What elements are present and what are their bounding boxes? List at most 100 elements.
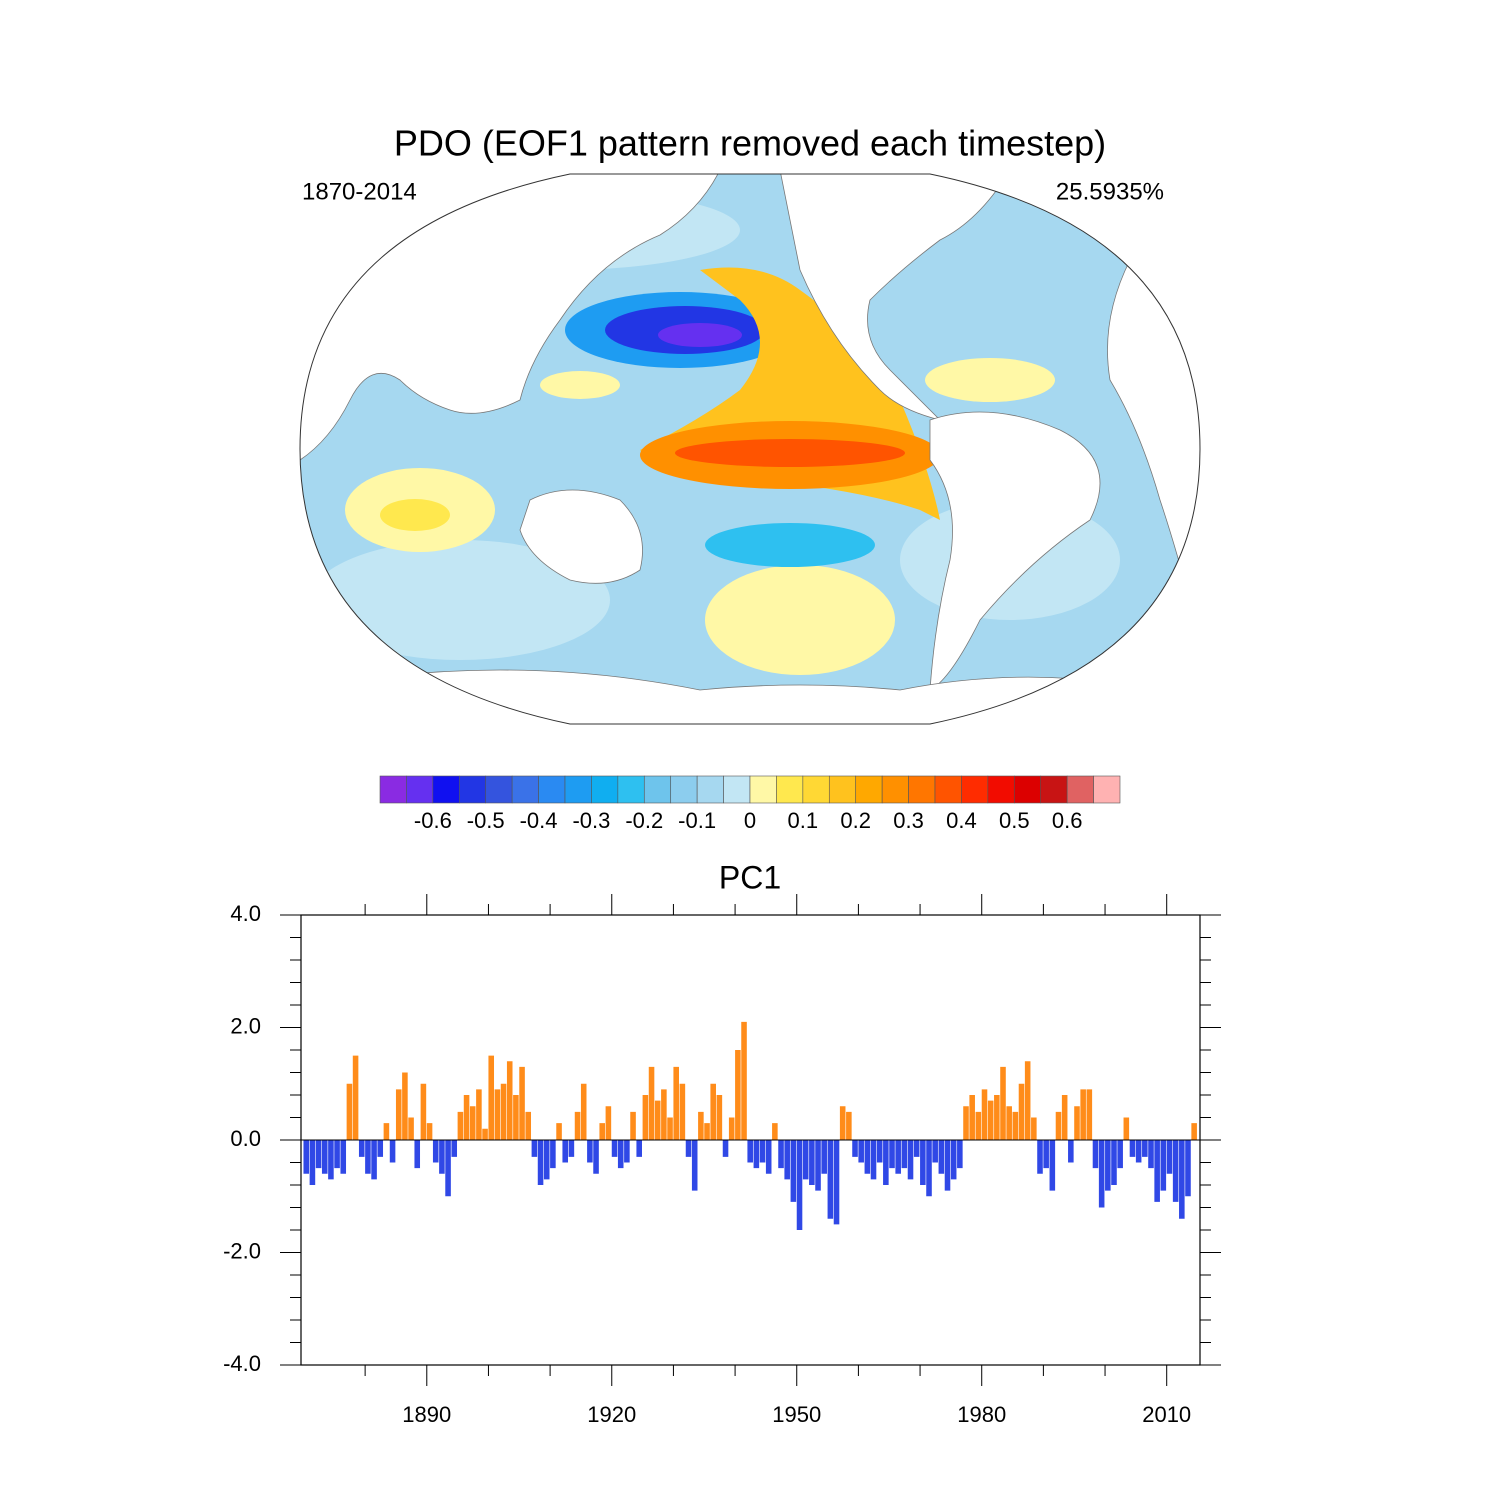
bar (728, 1117, 735, 1140)
colorbar-label: -0.2 (625, 808, 663, 833)
bar (383, 1123, 390, 1140)
colorbar-box (406, 775, 434, 804)
bar (358, 1140, 365, 1157)
bar (537, 1140, 544, 1185)
bar (1160, 1140, 1167, 1191)
bar (1117, 1140, 1123, 1169)
bar (1018, 1083, 1025, 1140)
bar (340, 1140, 347, 1174)
bar (611, 1140, 618, 1157)
bar (815, 1140, 821, 1191)
colorbar-box (538, 775, 566, 804)
map-outline (299, 173, 1201, 725)
colorbar-box (432, 775, 460, 804)
bar (994, 1095, 1000, 1140)
map-title: PDO (EOF1 pattern removed each timestep) (394, 123, 1106, 164)
bar (907, 1140, 914, 1180)
bar (513, 1095, 519, 1140)
bar (420, 1083, 427, 1140)
ocean-field (658, 323, 742, 347)
bar (716, 1095, 723, 1140)
colorbar-label: 0.3 (893, 808, 924, 833)
bar (1006, 1106, 1012, 1140)
bar (827, 1140, 834, 1219)
bar (654, 1100, 661, 1140)
bar (661, 1089, 667, 1140)
bar (1135, 1140, 1142, 1163)
bar (617, 1140, 624, 1169)
colorbar-label: 0 (744, 808, 756, 833)
bar (895, 1140, 901, 1174)
bar (1061, 1095, 1068, 1140)
colorbar-box (776, 775, 804, 804)
ocean-field (380, 499, 450, 531)
bar (790, 1140, 797, 1202)
bar (426, 1123, 433, 1140)
bar (920, 1140, 926, 1185)
bar (833, 1140, 840, 1225)
land (929, 411, 1101, 691)
colorbar-box (591, 775, 619, 804)
bar (439, 1140, 445, 1174)
bar (932, 1140, 938, 1163)
bar (494, 1089, 501, 1140)
bar (1068, 1140, 1074, 1163)
bar (741, 1021, 747, 1140)
bar (704, 1123, 710, 1140)
bar (772, 1123, 778, 1140)
x-tick-label: 1980 (957, 1402, 1006, 1427)
bar (488, 1055, 495, 1140)
colorbar-box (511, 775, 539, 804)
map (300, 174, 1200, 724)
colorbar-box (723, 775, 751, 804)
x-tick-label: 1920 (587, 1402, 636, 1427)
bar (852, 1140, 858, 1157)
bar-title: PC1 (719, 859, 781, 895)
colorbar-box (855, 775, 883, 804)
land (519, 489, 643, 584)
bar (870, 1140, 877, 1180)
colorbar-box (749, 775, 777, 804)
bar (753, 1140, 760, 1169)
bar (414, 1140, 421, 1169)
bar (315, 1140, 322, 1169)
y-tick-label: 2.0 (230, 1013, 261, 1038)
x-tick-label: 1890 (402, 1402, 451, 1427)
ocean-field (705, 523, 875, 567)
bar (593, 1140, 599, 1174)
bar (309, 1140, 316, 1185)
colorbar-box (1093, 775, 1121, 804)
bar (500, 1083, 507, 1140)
bar (451, 1140, 458, 1157)
bar (747, 1140, 753, 1163)
colorbar-box (1040, 775, 1068, 804)
colorbar-label: 0.6 (1052, 808, 1083, 833)
land (300, 174, 721, 461)
bar (1086, 1089, 1093, 1140)
bar (346, 1083, 353, 1140)
bar (1080, 1089, 1086, 1140)
colorbar-label: 0.4 (946, 808, 977, 833)
bar (809, 1140, 815, 1185)
bar (432, 1140, 439, 1163)
bar (858, 1140, 864, 1163)
bar (587, 1140, 593, 1163)
colorbar-box (485, 775, 513, 804)
bar (778, 1140, 784, 1169)
bar (1012, 1111, 1019, 1140)
colorbar-box (908, 775, 936, 804)
colorbar-box (696, 775, 724, 804)
colorbar-box (802, 775, 830, 804)
ocean-field (310, 540, 610, 660)
y-tick-label: -2.0 (223, 1238, 261, 1263)
colorbar-box (1013, 775, 1042, 804)
colorbar-label: -0.4 (520, 808, 558, 833)
bar (722, 1140, 729, 1157)
bar (482, 1128, 488, 1140)
bar (765, 1140, 772, 1174)
bar (568, 1140, 575, 1157)
bar (321, 1140, 328, 1174)
colorbar-box (643, 775, 672, 804)
bar (624, 1140, 630, 1163)
